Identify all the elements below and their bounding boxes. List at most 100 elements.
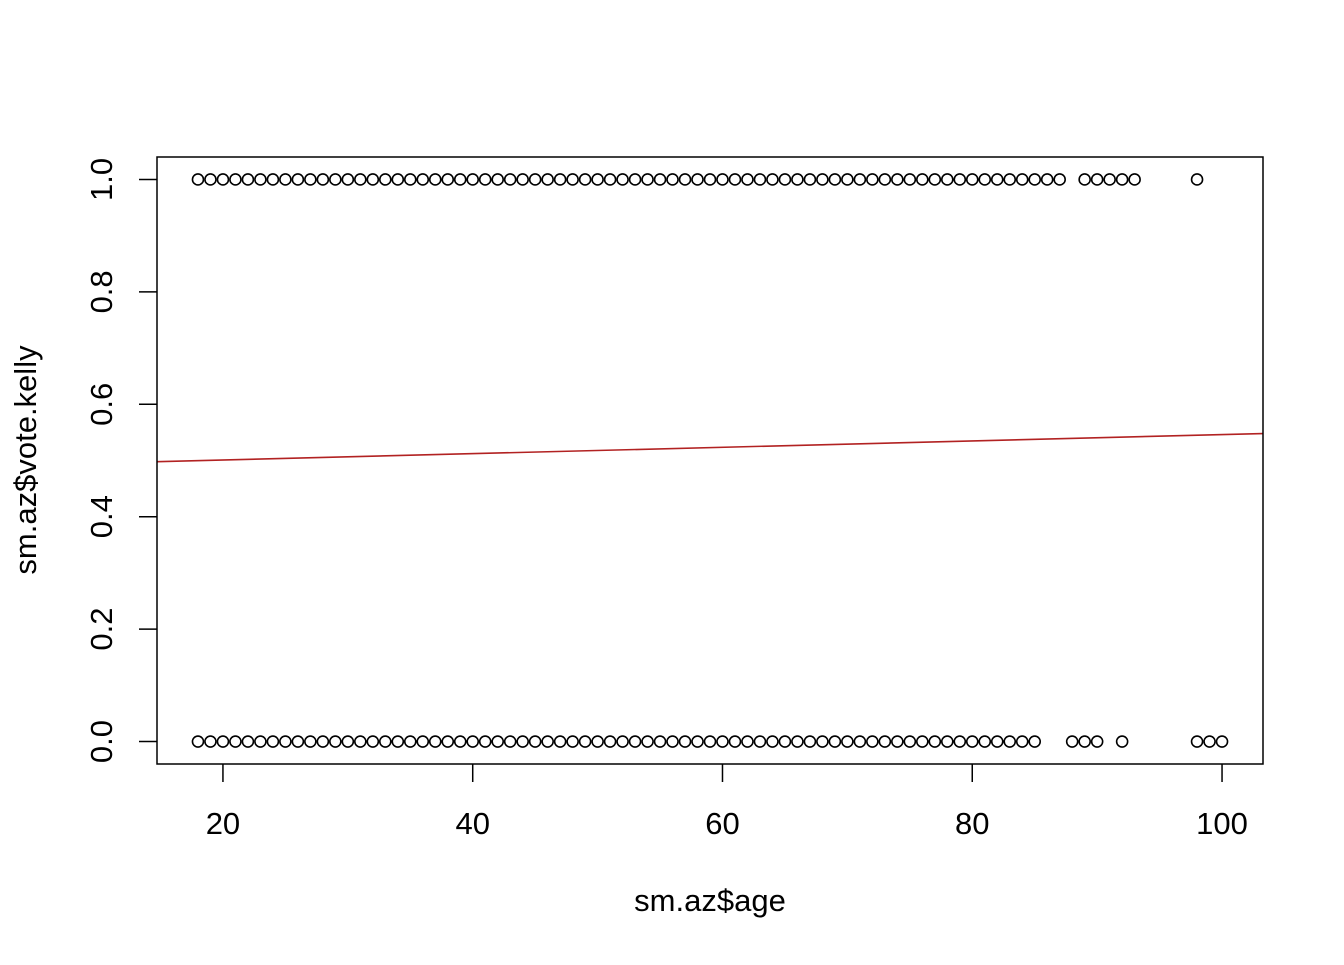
data-point xyxy=(204,173,217,186)
data-point xyxy=(528,173,542,186)
data-point xyxy=(478,173,492,186)
y-axis-label: sm.az$vote.kelly xyxy=(8,345,43,575)
data-point xyxy=(628,735,642,748)
y-axis: 0.0 0.2 0.4 0.6 0.8 1.0 xyxy=(84,158,157,763)
data-point xyxy=(965,173,979,186)
data-point xyxy=(216,173,230,186)
data-point xyxy=(229,173,242,186)
data-point xyxy=(1040,173,1054,186)
data-point xyxy=(254,173,267,186)
data-point xyxy=(616,173,629,186)
data-point xyxy=(741,735,754,748)
data-point xyxy=(878,173,892,186)
data-point xyxy=(1078,735,1091,748)
data-point xyxy=(329,735,342,748)
data-point xyxy=(990,735,1004,748)
data-point xyxy=(191,173,205,186)
data-point xyxy=(541,173,554,186)
data-point xyxy=(1015,735,1029,748)
data-point xyxy=(853,173,867,186)
data-point xyxy=(978,173,992,186)
data-point xyxy=(191,735,205,748)
data-point xyxy=(441,735,455,748)
x-tick-label: 100 xyxy=(1196,806,1248,841)
data-point xyxy=(403,735,417,748)
data-point xyxy=(316,735,330,748)
data-point xyxy=(553,173,567,186)
data-point xyxy=(553,735,567,748)
data-point xyxy=(953,735,967,748)
data-point xyxy=(791,735,804,748)
data-point xyxy=(666,735,679,748)
data-point xyxy=(990,173,1004,186)
data-point xyxy=(728,173,742,186)
data-point xyxy=(316,173,330,186)
data-point xyxy=(416,735,430,748)
data-point xyxy=(678,735,692,748)
data-point xyxy=(891,173,904,186)
fit-line-layer xyxy=(156,432,1264,463)
data-point xyxy=(716,173,729,186)
data-point xyxy=(653,735,667,748)
data-point xyxy=(1190,173,1204,186)
data-point xyxy=(928,173,942,186)
x-axis: 20 40 60 80 100 xyxy=(206,764,1248,841)
data-point xyxy=(279,735,292,748)
data-point xyxy=(266,735,280,748)
data-point xyxy=(491,173,504,186)
data-point xyxy=(616,735,629,748)
data-point xyxy=(204,735,217,748)
x-tick-label: 80 xyxy=(955,806,989,841)
data-point xyxy=(304,735,317,748)
data-point xyxy=(591,173,604,186)
data-point xyxy=(691,173,704,186)
data-point xyxy=(1103,173,1116,186)
data-point xyxy=(678,173,692,186)
data-point xyxy=(753,735,767,748)
data-point xyxy=(391,173,405,186)
data-point xyxy=(628,173,642,186)
y-tick-label: 0.6 xyxy=(84,383,119,426)
data-point xyxy=(378,173,392,186)
data-point xyxy=(341,173,355,186)
data-point xyxy=(1003,173,1017,186)
data-point xyxy=(641,173,654,186)
data-point xyxy=(603,735,617,748)
data-point xyxy=(1028,735,1042,748)
data-point xyxy=(566,173,579,186)
data-point xyxy=(241,735,255,748)
y-tick-label: 0.4 xyxy=(84,495,119,538)
data-point xyxy=(366,173,380,186)
data-point xyxy=(978,735,992,748)
data-point xyxy=(778,173,792,186)
data-point xyxy=(491,735,504,748)
data-point xyxy=(691,735,704,748)
data-point xyxy=(416,173,430,186)
data-point xyxy=(503,173,517,186)
data-point xyxy=(878,735,892,748)
data-point xyxy=(816,735,829,748)
data-point xyxy=(1078,173,1091,186)
data-point xyxy=(266,173,280,186)
y-tick-label: 0.8 xyxy=(84,270,119,313)
data-point xyxy=(428,735,442,748)
data-point xyxy=(741,173,754,186)
data-point xyxy=(940,735,954,748)
plot-frame xyxy=(156,156,1264,765)
data-point xyxy=(753,173,767,186)
data-point xyxy=(1015,173,1029,186)
data-point xyxy=(466,735,480,748)
regression-line xyxy=(156,432,1264,463)
data-point xyxy=(391,735,405,748)
data-point xyxy=(866,735,879,748)
data-point xyxy=(428,173,442,186)
x-tick-label: 40 xyxy=(455,806,489,841)
data-point xyxy=(1203,735,1216,748)
data-point xyxy=(716,735,729,748)
data-point xyxy=(478,735,492,748)
data-point xyxy=(940,173,954,186)
x-axis-label: sm.az$age xyxy=(634,883,786,918)
y-tick-label: 0.0 xyxy=(84,720,119,763)
data-point xyxy=(1128,173,1141,186)
